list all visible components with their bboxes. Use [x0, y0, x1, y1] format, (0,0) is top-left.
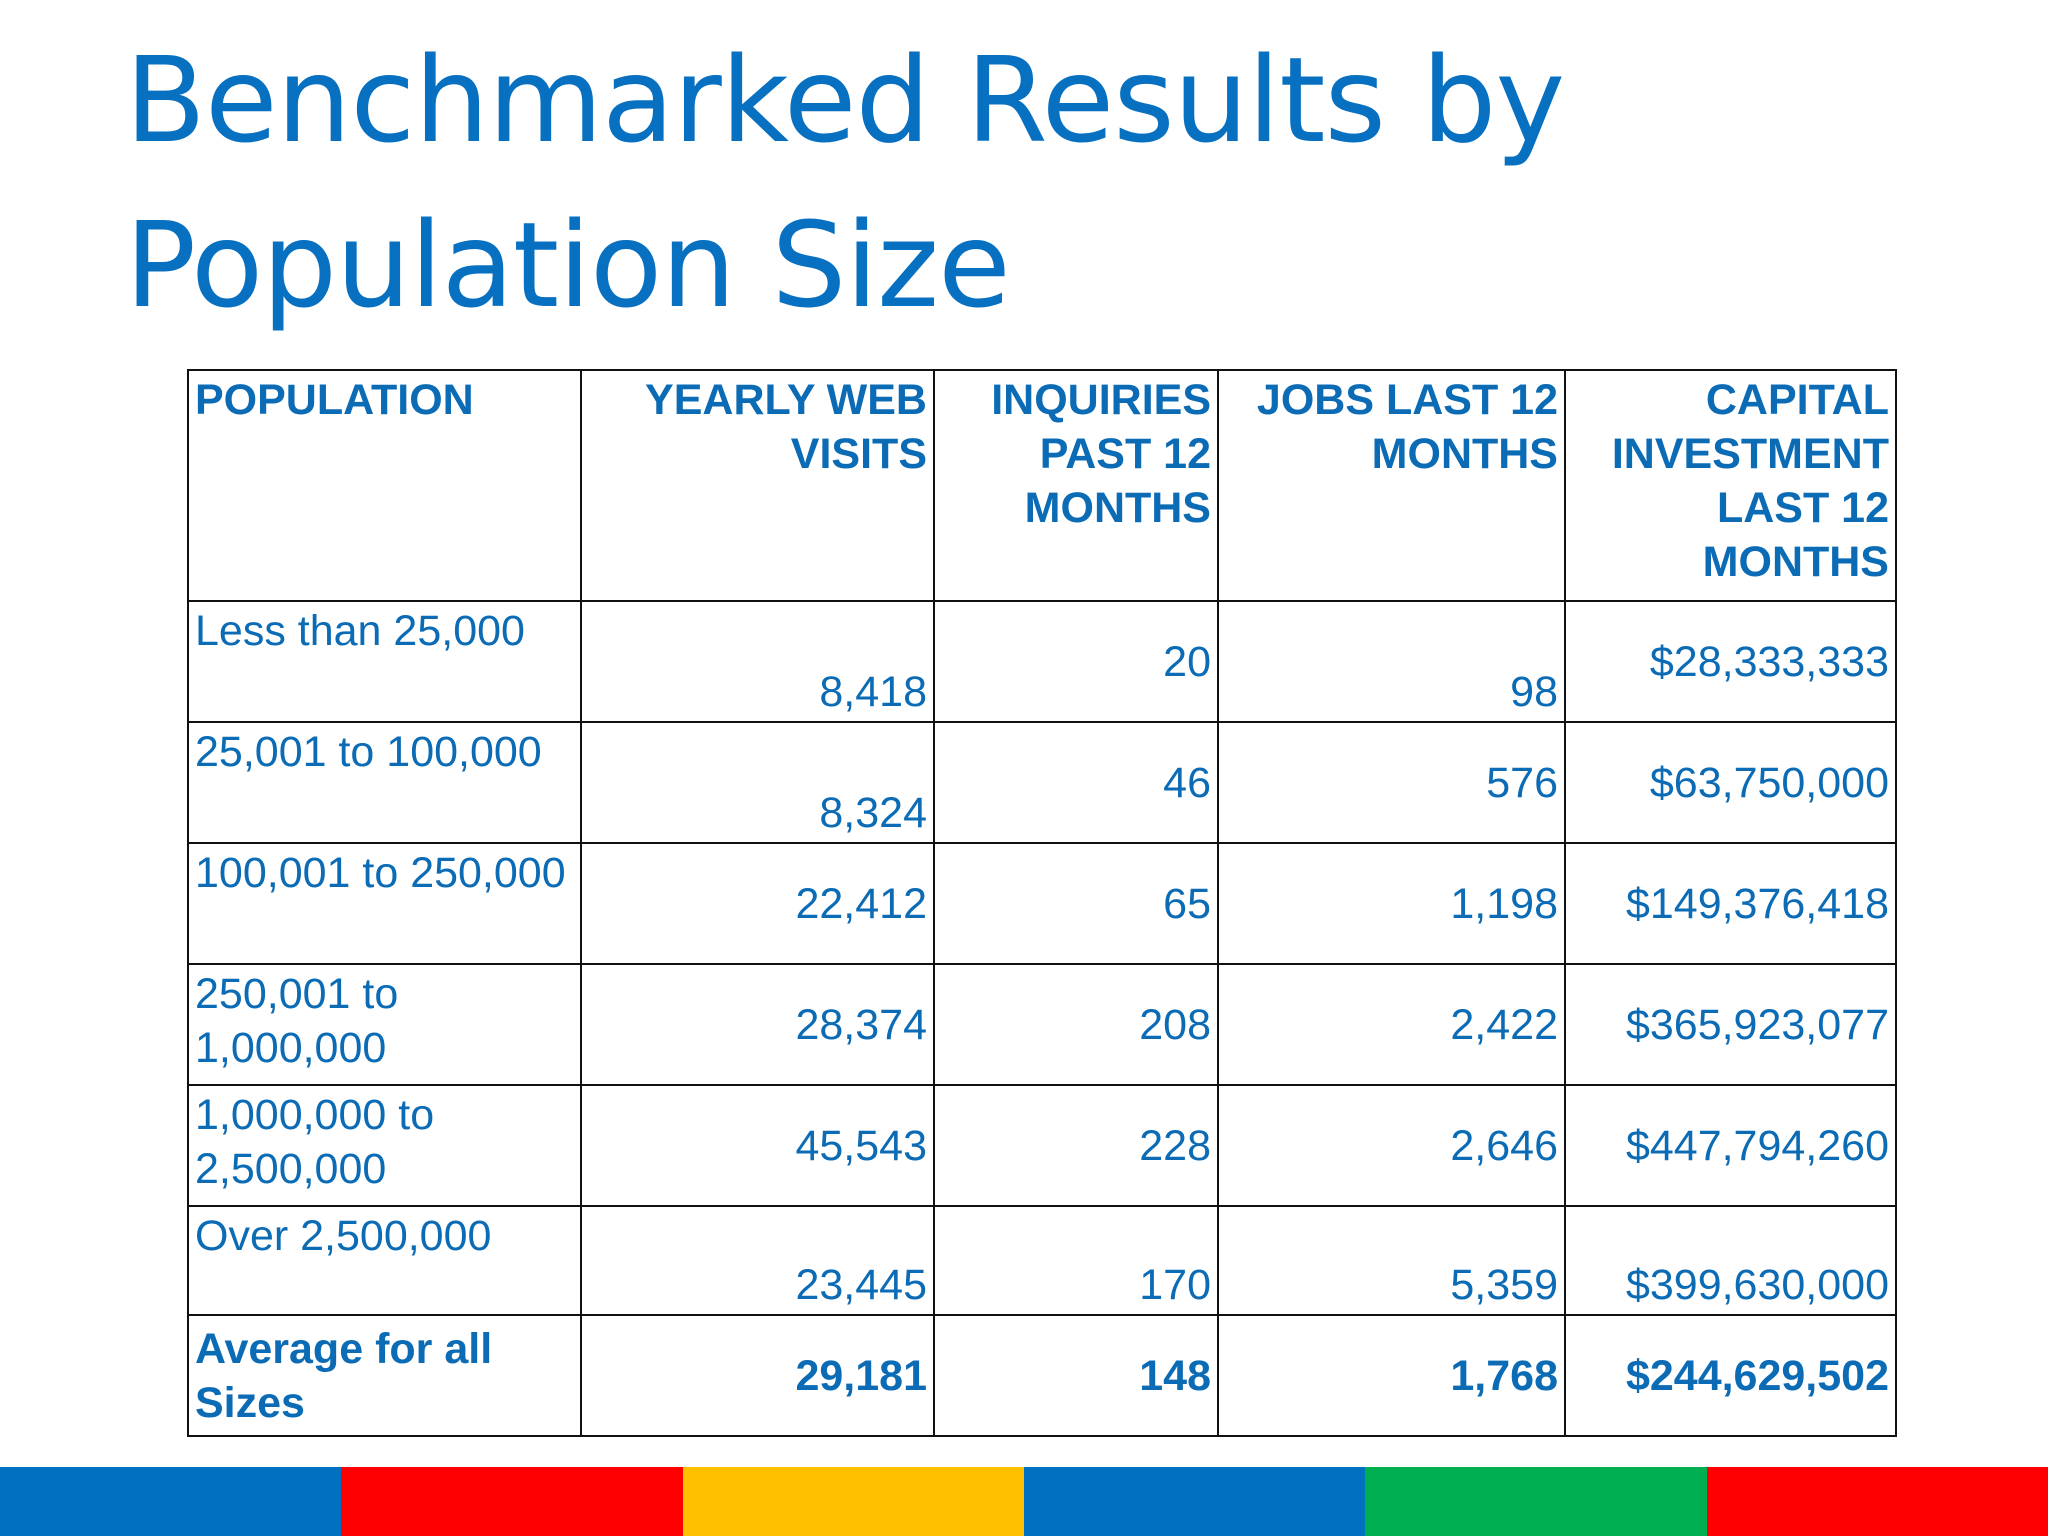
- capital-investment-cell: $447,794,260: [1564, 1084, 1897, 1207]
- table-row: Over 2,500,000 23,445 170 5,359 $399,630…: [187, 1205, 1897, 1316]
- table-row: Less than 25,000 8,418 20 98 $28,333,333: [187, 600, 1897, 723]
- average-row: Average for all Sizes 29,181 148 1,768 $…: [187, 1314, 1897, 1437]
- web-visits-cell: 8,324: [580, 721, 935, 844]
- footer-segment-yellow: [682, 1467, 1024, 1536]
- average-inquiries-cell: 148: [933, 1314, 1219, 1437]
- population-cell: 25,001 to 100,000: [187, 721, 582, 844]
- web-visits-cell: 45,543: [580, 1084, 935, 1207]
- capital-investment-cell: $149,376,418: [1564, 842, 1897, 965]
- header-capital-investment: CAPITAL INVESTMENT LAST 12 MONTHS: [1564, 369, 1897, 602]
- table-row: 250,001 to 1,000,000 28,374 208 2,422 $3…: [187, 963, 1897, 1086]
- jobs-cell: 5,359: [1217, 1205, 1566, 1316]
- population-cell: Over 2,500,000: [187, 1205, 582, 1316]
- footer-segment-blue: [0, 1467, 342, 1536]
- web-visits-cell: 8,418: [580, 600, 935, 723]
- capital-investment-cell: $365,923,077: [1564, 963, 1897, 1086]
- jobs-cell: 2,422: [1217, 963, 1566, 1086]
- table-row: 25,001 to 100,000 8,324 46 576 $63,750,0…: [187, 721, 1897, 844]
- web-visits-cell: 22,412: [580, 842, 935, 965]
- average-capital-investment-cell: $244,629,502: [1564, 1314, 1897, 1437]
- slide-title: Benchmarked Results by Population Size: [125, 31, 1565, 334]
- jobs-cell: 2,646: [1217, 1084, 1566, 1207]
- footer-segment-green: [1365, 1467, 1707, 1536]
- population-cell: 250,001 to 1,000,000: [187, 963, 582, 1086]
- table-header-row: POPULATION YEARLY WEB VISITS INQUIRIES P…: [187, 369, 1897, 602]
- jobs-cell: 576: [1217, 721, 1566, 844]
- average-jobs-cell: 1,768: [1217, 1314, 1566, 1437]
- jobs-cell: 1,198: [1217, 842, 1566, 965]
- benchmark-table: POPULATION YEARLY WEB VISITS INQUIRIES P…: [187, 369, 1897, 1437]
- footer-segment-red: [341, 1467, 683, 1536]
- capital-investment-cell: $399,630,000: [1564, 1205, 1897, 1316]
- inquiries-cell: 65: [933, 842, 1219, 965]
- capital-investment-cell: $28,333,333: [1564, 600, 1897, 723]
- population-cell: 1,000,000 to 2,500,000: [187, 1084, 582, 1207]
- footer-color-bar: [0, 1467, 2048, 1536]
- web-visits-cell: 28,374: [580, 963, 935, 1086]
- jobs-cell: 98: [1217, 600, 1566, 723]
- inquiries-cell: 208: [933, 963, 1219, 1086]
- inquiries-cell: 228: [933, 1084, 1219, 1207]
- average-web-visits-cell: 29,181: [580, 1314, 935, 1437]
- capital-investment-cell: $63,750,000: [1564, 721, 1897, 844]
- population-cell: 100,001 to 250,000: [187, 842, 582, 965]
- footer-segment-blue: [1023, 1467, 1366, 1536]
- inquiries-cell: 46: [933, 721, 1219, 844]
- table-row: 1,000,000 to 2,500,000 45,543 228 2,646 …: [187, 1084, 1897, 1207]
- header-yearly-web-visits: YEARLY WEB VISITS: [580, 369, 935, 602]
- header-population: POPULATION: [187, 369, 582, 602]
- inquiries-cell: 20: [933, 600, 1219, 723]
- header-inquiries: INQUIRIES PAST 12 MONTHS: [933, 369, 1219, 602]
- header-jobs: JOBS LAST 12 MONTHS: [1217, 369, 1566, 602]
- inquiries-cell: 170: [933, 1205, 1219, 1316]
- table-row: 100,001 to 250,000 22,412 65 1,198 $149,…: [187, 842, 1897, 965]
- web-visits-cell: 23,445: [580, 1205, 935, 1316]
- population-cell: Less than 25,000: [187, 600, 582, 723]
- footer-segment-red: [1706, 1467, 2048, 1536]
- average-label-cell: Average for all Sizes: [187, 1314, 582, 1437]
